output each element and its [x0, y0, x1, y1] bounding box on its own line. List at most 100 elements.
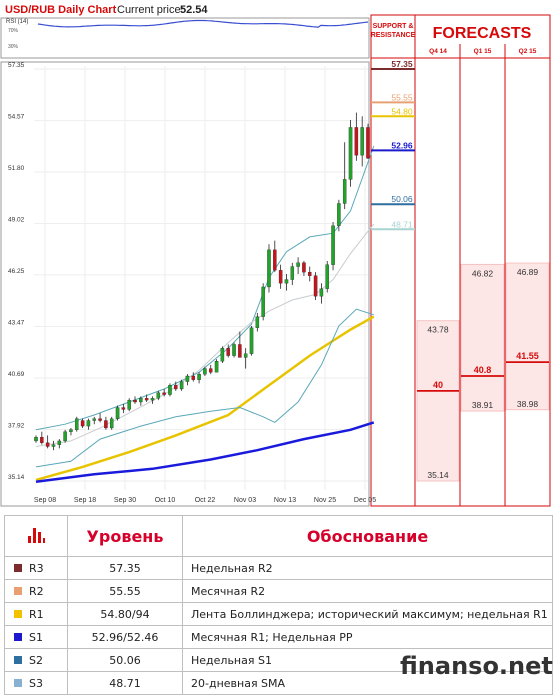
forecast-period: Q2 15: [519, 48, 537, 55]
forecast-high-label: 46.89: [517, 267, 539, 277]
candle: [238, 344, 242, 358]
table-row: S3 48.71 20-дневная SMA: [4, 671, 553, 695]
bar-chart-icon: [28, 528, 45, 543]
candle: [63, 431, 67, 442]
sr-label: 48.71: [391, 219, 413, 229]
candle: [34, 437, 38, 442]
level-cell: R2: [4, 579, 68, 603]
candle: [273, 249, 277, 271]
candle: [115, 407, 120, 419]
candle: [168, 385, 172, 395]
table-row: R1 54.80/94 Лента Боллинджера; исторически…: [4, 602, 553, 626]
sr-label: 54.80: [391, 106, 413, 116]
candle: [197, 374, 201, 380]
table-header-row: Уровень Обоснование: [4, 515, 553, 557]
y-tick-label: 57.35: [8, 62, 25, 69]
indicator-line: [35, 308, 374, 468]
x-tick-label: Oct 10: [155, 497, 176, 504]
candle: [139, 398, 143, 403]
indicator-line: [35, 421, 375, 483]
candle: [360, 127, 364, 156]
y-tick-label: 46.25: [8, 268, 25, 275]
level-reason: Месячная R1; Недельная PP: [182, 625, 553, 649]
x-tick-label: Nov 13: [274, 497, 296, 504]
candle: [156, 392, 161, 399]
candle: [290, 266, 295, 280]
y-tick-label: 49.02: [8, 217, 25, 224]
candle: [278, 270, 283, 284]
y-tick-label: 51.80: [8, 165, 25, 172]
forecast-range: [460, 263, 505, 412]
candle: [342, 179, 347, 204]
forecast-high-label: 46.82: [472, 268, 494, 278]
x-tick-label: Nov 25: [314, 497, 336, 504]
price-label: Current price:: [117, 4, 184, 16]
forecasts-title: FORECASTS: [433, 25, 532, 42]
level-name: R2: [29, 584, 44, 598]
candle: [45, 442, 50, 447]
candle: [220, 348, 225, 362]
rsi-tick-70: 70%: [8, 28, 19, 34]
candle: [354, 127, 359, 156]
x-tick-label: Sep 08: [34, 497, 56, 504]
level-value: 50.06: [67, 648, 183, 672]
level-reason: Месячная R2: [182, 579, 553, 603]
candle: [331, 225, 335, 265]
forecast-high-label: 43.78: [427, 325, 449, 335]
candle: [284, 279, 289, 284]
candle: [174, 385, 178, 390]
x-tick-label: Sep 18: [74, 497, 96, 504]
candle: [261, 286, 265, 317]
header-reason: Обоснование: [182, 515, 553, 557]
candle: [208, 368, 213, 373]
table-row: R2 55.55 Месячная R2: [4, 579, 553, 603]
current-price: 52.54: [180, 4, 208, 16]
level-cell: R1: [4, 602, 68, 626]
candle: [51, 444, 56, 447]
level-reason: 20-дневная SMA: [182, 671, 553, 695]
level-cell: S1: [4, 625, 68, 649]
x-tick-label: Oct 22: [195, 497, 216, 504]
candle: [366, 127, 370, 159]
candle: [185, 375, 190, 382]
level-value: 57.35: [67, 556, 183, 580]
sr-header-line1: SUPPORT &: [373, 23, 414, 30]
level-name: R3: [29, 561, 44, 575]
sr-panel: [370, 14, 416, 507]
sr-label: 55.55: [391, 92, 413, 102]
candle: [57, 440, 62, 445]
rsi-tick-30: 30%: [8, 44, 19, 50]
x-tick-label: Sep 30: [114, 497, 136, 504]
table-row: R3 57.35 Недельная R2: [4, 556, 553, 580]
sr-label: 57.35: [391, 59, 413, 69]
y-tick-label: 40.69: [8, 371, 25, 378]
x-tick-label: Nov 03: [234, 497, 256, 504]
forecast-range: [416, 320, 460, 482]
level-swatch: [14, 633, 22, 641]
candle: [127, 399, 131, 410]
forecast-low-label: 35.14: [427, 470, 449, 480]
forecast-period: Q4 14: [429, 48, 447, 55]
rsi-label: RSI (14): [6, 19, 28, 25]
indicator-line: [35, 315, 375, 482]
forecast-period: Q1 15: [474, 48, 492, 55]
candle: [133, 399, 137, 403]
candle: [162, 392, 166, 395]
price-panel: [0, 61, 370, 507]
candle: [69, 429, 73, 432]
rsi-line: [37, 19, 369, 28]
chart-area: USD/RUB Daily Chart Current price: 52.54…: [0, 4, 551, 507]
sr-label: 52.96: [391, 140, 413, 150]
y-tick-label: 35.14: [8, 474, 25, 481]
table-row: S1 52.96/52.46 Месячная R1; Недельная PP: [4, 625, 553, 649]
candle: [267, 249, 271, 288]
level-name: S2: [29, 653, 43, 667]
candle: [191, 375, 196, 380]
level-value: 55.55: [67, 579, 183, 603]
candle: [179, 381, 184, 390]
level-swatch: [14, 587, 22, 595]
forecast-low-label: 38.98: [517, 399, 539, 409]
forecast-low-label: 38.91: [472, 400, 494, 410]
level-value: 52.96/52.46: [67, 625, 183, 649]
forecast-center-label: 40.8: [474, 365, 492, 375]
